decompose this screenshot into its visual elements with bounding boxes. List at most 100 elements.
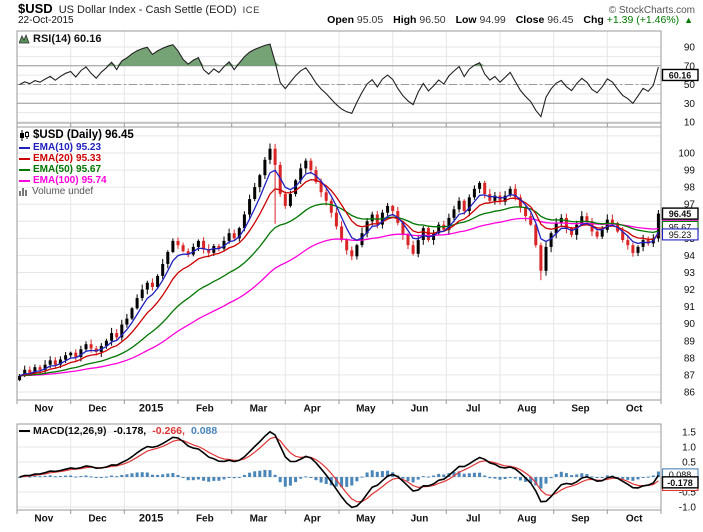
svg-text:95.67: 95.67 (669, 222, 692, 232)
svg-text:Oct: Oct (626, 514, 643, 525)
macd-value: -0.178, (113, 425, 147, 437)
area-chart-icon (19, 34, 30, 44)
ema20-value: 95.33 (76, 153, 102, 164)
close-value: 96.45 (547, 14, 574, 26)
macd-label-text: MACD(12,26,9) (33, 425, 107, 437)
rsi-panel: 90 70 50 30 10 60.16 (16, 30, 699, 129)
svg-text:1.5: 1.5 (682, 428, 696, 439)
svg-text:0.5: 0.5 (682, 458, 696, 469)
ema-line (19, 179, 659, 377)
svg-text:60.16: 60.16 (669, 70, 692, 80)
price-legend: $USD (Daily) 96.45 EMA(10) 95.23 EMA(20)… (19, 129, 134, 197)
svg-text:Apr: Apr (304, 514, 321, 525)
svg-text:Dec: Dec (88, 404, 107, 415)
legend-symbol: $USD (Daily) (33, 129, 103, 141)
svg-text:Jun: Jun (411, 514, 429, 525)
chg-label: Chg (583, 14, 604, 26)
exchange-name: ICE (242, 5, 260, 16)
svg-text:2015: 2015 (139, 513, 163, 525)
high-value: 96.50 (419, 14, 446, 26)
chart-header: $USD US Dollar Index - Cash Settle (EOD)… (18, 1, 695, 16)
svg-text:Sep: Sep (571, 514, 589, 525)
rsi-series (19, 43, 659, 118)
svg-text:70: 70 (684, 61, 696, 72)
open-value: 95.05 (356, 14, 384, 26)
svg-text:95.23: 95.23 (669, 230, 692, 240)
svg-text:91: 91 (684, 302, 696, 313)
line-swatch (19, 157, 30, 160)
legend-ema50-row: EMA(50) 95.67 (19, 164, 134, 175)
legend-volume-row: Volume undef (19, 186, 134, 197)
ema10-value: 95.23 (76, 142, 102, 153)
legend-ema20-row: EMA(20) 95.33 (19, 153, 134, 164)
svg-text:99: 99 (684, 166, 696, 177)
svg-text:Nov: Nov (34, 514, 53, 525)
chart-title: US Dollar Index - Cash Settle (EOD) (58, 4, 237, 16)
svg-text:Apr: Apr (304, 404, 321, 415)
svg-text:-0.178: -0.178 (667, 478, 693, 488)
line-swatch (19, 179, 30, 182)
high-label: High (393, 14, 417, 26)
rsi-label-text: RSI(14) (33, 33, 71, 45)
legend-ema100-row: EMA(100) 95.74 (19, 175, 134, 186)
candlesticks (18, 143, 660, 382)
macd-panel: 1.51.00.5-0.5-1.0-0.2660.088-0.178 (16, 423, 699, 514)
low-value: 94.99 (479, 14, 506, 26)
svg-text:May: May (356, 404, 376, 415)
svg-text:88: 88 (684, 353, 696, 364)
svg-text:Aug: Aug (517, 514, 536, 525)
x-axis: Nov Nov Dec Dec 2015 2015 Feb Feb Mar Mar Apr Apr Ma… (16, 123, 662, 525)
svg-text:Jun: Jun (411, 404, 429, 415)
ema10-label: EMA(10) (33, 142, 74, 153)
signal-value: -0.266, (152, 425, 185, 437)
svg-text:89: 89 (684, 336, 696, 347)
svg-text:Mar: Mar (250, 404, 268, 415)
svg-text:90: 90 (684, 43, 696, 54)
volume-icon (19, 188, 27, 196)
svg-text:87: 87 (684, 370, 696, 381)
ema50-label: EMA(50) (33, 164, 74, 175)
chg-value: +1.39 (+1.46%) (606, 14, 680, 26)
svg-text:Jul: Jul (466, 404, 481, 415)
svg-text:2015: 2015 (139, 403, 163, 415)
volume-label: Volume undef (32, 186, 94, 197)
svg-text:Sep: Sep (571, 404, 589, 415)
rsi-value: 60.16 (73, 33, 102, 45)
rsi-legend: RSI(14) 60.16 (19, 33, 101, 45)
svg-text:98: 98 (684, 183, 696, 194)
svg-text:Aug: Aug (517, 404, 536, 415)
svg-text:30: 30 (684, 99, 696, 110)
price-panel: 100999897969594939291908988878695.7495.3… (16, 126, 699, 401)
svg-text:Feb: Feb (196, 514, 214, 525)
low-label: Low (455, 14, 477, 26)
ema-line (19, 169, 659, 377)
ema100-label: EMA(100) (33, 175, 79, 186)
svg-text:Feb: Feb (196, 404, 214, 415)
legend-title-row: $USD (Daily) 96.45 (19, 129, 134, 142)
ema-line (19, 217, 659, 377)
svg-text:1.0: 1.0 (682, 443, 696, 454)
svg-text:Mar: Mar (250, 514, 268, 525)
svg-text:94: 94 (684, 251, 696, 262)
macd-series (18, 430, 660, 509)
macd-legend: MACD(12,26,9) -0.178, -0.266, 0.088 (19, 425, 217, 437)
open-label: Open (327, 14, 354, 26)
svg-text:100: 100 (678, 149, 695, 160)
price-series (18, 143, 660, 382)
close-label: Close (515, 14, 545, 26)
svg-text:0.088: 0.088 (669, 470, 692, 480)
svg-text:Dec: Dec (88, 514, 107, 525)
legend-last-price: 96.45 (105, 129, 134, 141)
line-swatch (19, 168, 30, 171)
svg-text:93: 93 (684, 268, 696, 279)
svg-text:-0.5: -0.5 (679, 488, 697, 499)
ohlc-quote: Open 95.05 High 96.50 Low 94.99 Close 96… (320, 14, 693, 26)
svg-text:50: 50 (684, 80, 696, 91)
svg-text:92: 92 (684, 285, 696, 296)
svg-text:Nov: Nov (34, 404, 53, 415)
ema100-value: 95.74 (81, 175, 107, 186)
ema-line (19, 203, 659, 377)
copyright-link[interactable]: © StockCharts.com (608, 5, 695, 16)
legend-ema10-row: EMA(10) 95.23 (19, 142, 134, 153)
